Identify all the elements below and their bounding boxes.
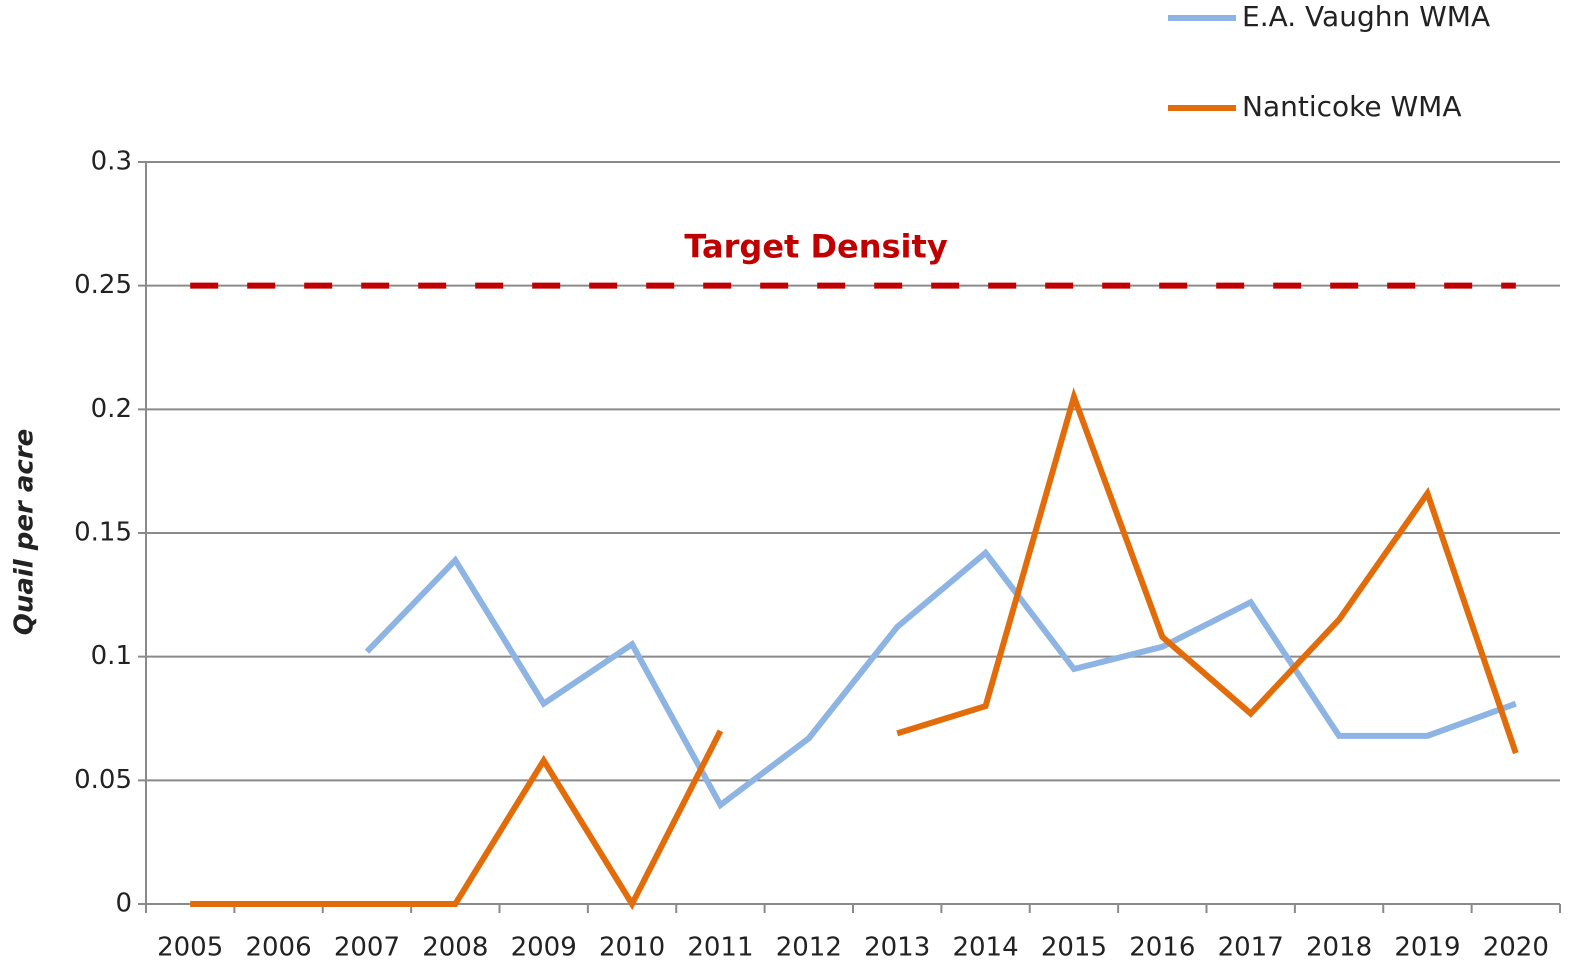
x-tick-label: 2019 xyxy=(1394,933,1460,963)
x-tick-label: 2011 xyxy=(687,933,753,963)
x-tick-label: 2006 xyxy=(245,933,311,963)
target-label: Target Density xyxy=(684,228,947,266)
x-tick-label: 2020 xyxy=(1483,933,1549,963)
y-tick-label: 0.2 xyxy=(91,394,132,424)
x-tick-label: 2013 xyxy=(864,933,930,963)
x-tick-label: 2015 xyxy=(1041,933,1107,963)
y-tick-label: 0 xyxy=(115,889,132,919)
y-axis-label: Quail per acre xyxy=(10,429,40,636)
legend-label: Nanticoke WMA xyxy=(1242,90,1461,123)
x-tick-label: 2005 xyxy=(157,933,223,963)
series-line xyxy=(364,548,1517,810)
legend-label: E.A. Vaughn WMA xyxy=(1242,0,1490,33)
x-tick-label: 2009 xyxy=(511,933,577,963)
x-tick-label: 2017 xyxy=(1218,933,1284,963)
x-tick-label: 2010 xyxy=(599,933,665,963)
x-tick-label: 2007 xyxy=(334,933,400,963)
x-tick-label: 2016 xyxy=(1129,933,1195,963)
x-tick-label: 2014 xyxy=(952,933,1018,963)
y-tick-label: 0.25 xyxy=(74,270,132,300)
series-line xyxy=(190,387,1519,911)
x-tick-label: 2008 xyxy=(422,933,488,963)
y-tick-label: 0.05 xyxy=(74,765,132,795)
y-tick-label: 0.15 xyxy=(74,518,132,548)
x-tick-label: 2012 xyxy=(776,933,842,963)
y-tick-label: 0.1 xyxy=(91,641,132,671)
y-tick-label: 0.3 xyxy=(91,147,132,177)
x-tick-label: 2018 xyxy=(1306,933,1372,963)
